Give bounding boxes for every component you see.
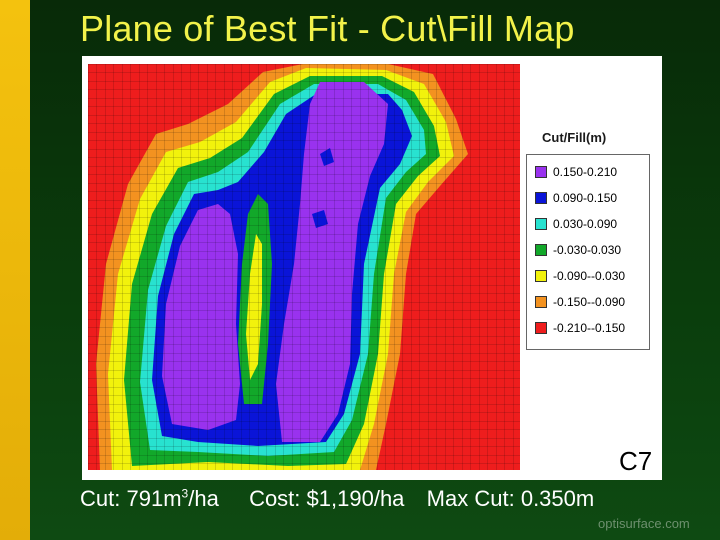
legend-item: 0.090-0.150 xyxy=(535,187,617,209)
cut-fill-contour-map xyxy=(88,64,520,470)
cost-label: Cost: xyxy=(249,486,301,511)
slide-accent-bar xyxy=(0,0,30,540)
legend-item: -0.210--0.150 xyxy=(535,317,625,339)
legend-box: 0.150-0.210 0.090-0.150 0.030-0.090 -0.0… xyxy=(526,154,650,350)
stats-line: Cut: 791m3/ha Cost: $1,190/ha Max Cut: 0… xyxy=(80,486,594,512)
map-grid xyxy=(88,64,520,470)
legend-swatch xyxy=(535,322,547,334)
legend-label: 0.090-0.150 xyxy=(553,191,618,205)
legend-label: -0.030-0.030 xyxy=(553,243,622,257)
max-cut-value: 0.350m xyxy=(520,486,595,511)
cost-value: $1,190/ha xyxy=(306,486,405,511)
legend-item: -0.030-0.030 xyxy=(535,239,621,261)
legend-item: 0.030-0.090 xyxy=(535,213,617,235)
legend-label: -0.210--0.150 xyxy=(553,321,626,335)
legend-swatch xyxy=(535,192,547,204)
legend-swatch xyxy=(535,270,547,282)
slide-title: Plane of Best Fit - Cut\Fill Map xyxy=(80,8,575,49)
legend-label: 0.030-0.090 xyxy=(553,217,618,231)
cut-label: Cut: xyxy=(80,486,121,511)
legend-item: -0.150--0.090 xyxy=(535,291,625,313)
legend-item: -0.090--0.030 xyxy=(535,265,625,287)
legend-title: Cut/Fill(m) xyxy=(542,130,607,145)
legend-label: -0.090--0.030 xyxy=(553,269,626,283)
legend-label: 0.150-0.210 xyxy=(553,165,618,179)
cut-exponent: 3 xyxy=(181,486,189,501)
legend-label: -0.150--0.090 xyxy=(553,295,626,309)
max-cut-label: Max Cut: xyxy=(426,486,515,511)
footer-credit: optisurface.com xyxy=(598,516,690,531)
map-id-label: C7 xyxy=(619,446,653,476)
legend-swatch xyxy=(535,244,547,256)
legend-item: 0.150-0.210 xyxy=(535,161,617,183)
legend-swatch xyxy=(535,166,547,178)
legend-swatch xyxy=(535,296,547,308)
cut-value: 791m xyxy=(126,486,182,511)
legend-swatch xyxy=(535,218,547,230)
cut-unit: /ha xyxy=(188,486,219,511)
map-panel: Cut/Fill(m) 0.150-0.210 0.090-0.150 0.03… xyxy=(82,56,662,480)
